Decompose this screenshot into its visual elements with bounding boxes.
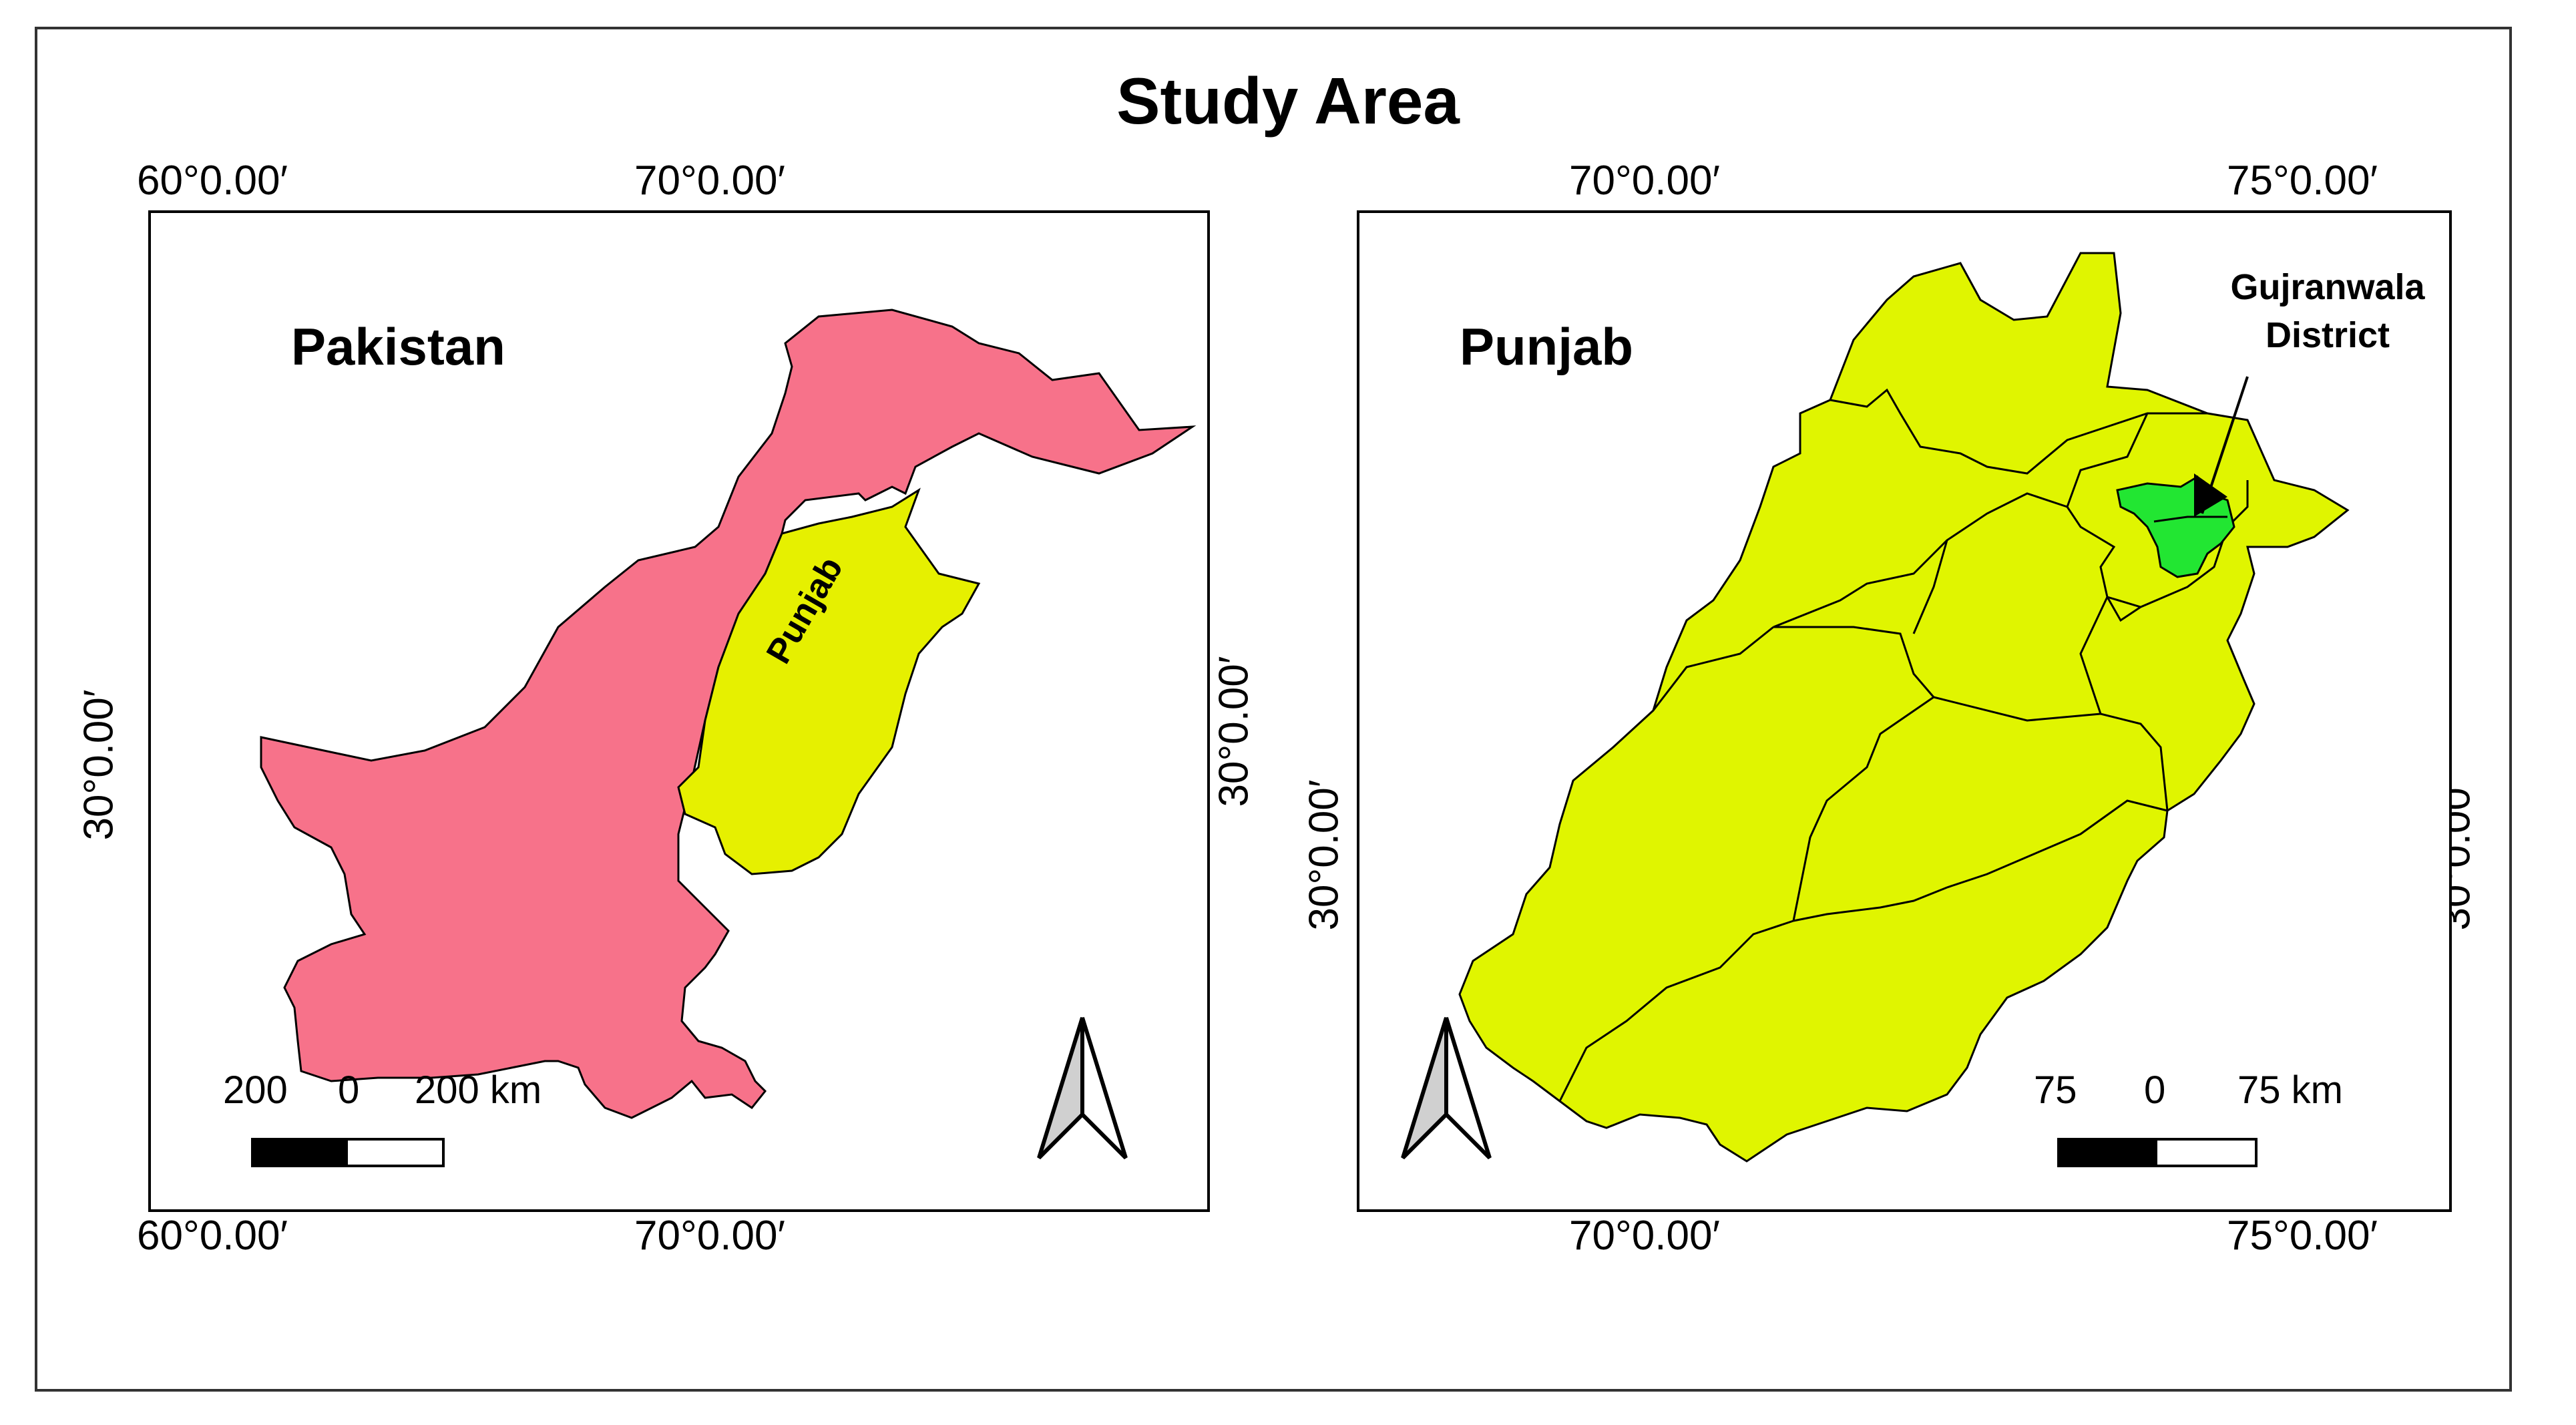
right-scale-bar	[2057, 1138, 2258, 1167]
callout-line-2: District	[2265, 315, 2390, 355]
left-scale-label-right: 200 km	[415, 1068, 542, 1112]
pakistan-map	[260, 309, 1197, 1119]
left-top-coord-70: 70°0.00′	[634, 158, 786, 204]
right-scale-label-right: 75 km	[2237, 1068, 2343, 1112]
left-bottom-coord-60: 60°0.00′	[137, 1213, 288, 1259]
right-top-coord-75: 75°0.00′	[2227, 158, 2378, 204]
right-bottom-coord-70: 70°0.00′	[1569, 1213, 1721, 1259]
pakistan-label: Pakistan	[291, 317, 505, 376]
punjab-map	[1458, 252, 2350, 1163]
gujranwala-callout-label: Gujranwala District	[2194, 263, 2449, 359]
pakistan-map-panel: Pakistan Punjab 200 0 200 km	[148, 210, 1210, 1212]
left-top-coord-60: 60°0.00′	[137, 158, 288, 204]
punjab-map-panel: Punjab Gujranwala District 75 0 75 km	[1357, 210, 2452, 1212]
punjab-province-shape	[1458, 252, 2350, 1163]
left-scale-bar	[251, 1138, 445, 1167]
callout-arrowhead-icon	[2194, 473, 2227, 517]
left-scale-label-left: 200	[223, 1068, 288, 1112]
right-top-coord-70: 70°0.00′	[1569, 158, 1721, 204]
left-scale-label-mid: 0	[338, 1068, 360, 1112]
punjab-map-label: Punjab	[1460, 317, 1634, 376]
punjab-region-shape	[677, 487, 981, 875]
left-lat-coord-left: 30°0.00′	[75, 689, 122, 841]
callout-line-1: Gujranwala	[2230, 267, 2425, 307]
right-scale-label-mid: 0	[2144, 1068, 2166, 1112]
figure-title: Study Area	[1116, 64, 1460, 138]
figure-frame	[35, 27, 2512, 1392]
left-bottom-coord-70: 70°0.00′	[634, 1213, 786, 1259]
left-lat-coord-right: 30°0.00′	[1211, 656, 1257, 807]
right-bottom-coord-75: 75°0.00′	[2227, 1213, 2378, 1259]
right-scale-label-left: 75	[2034, 1068, 2077, 1112]
right-lat-coord-left: 30°0.00′	[1301, 779, 1347, 931]
